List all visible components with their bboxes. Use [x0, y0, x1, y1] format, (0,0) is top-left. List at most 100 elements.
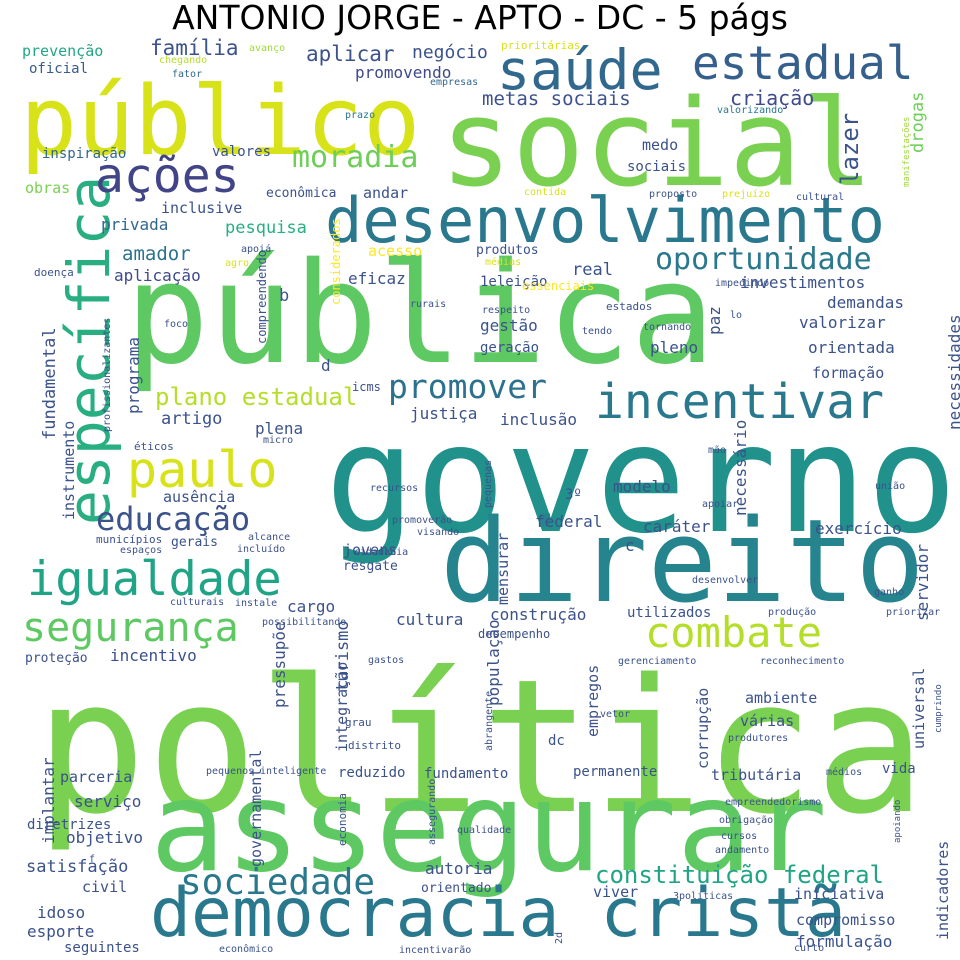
- word-justica: justiça: [410, 404, 478, 423]
- word-andar: andar: [363, 184, 409, 202]
- word-protecao: proteção: [25, 651, 88, 666]
- word-governamental: governamental: [247, 749, 265, 867]
- word-plano-estadual: plano estadual: [155, 383, 358, 411]
- word-publico: público: [20, 67, 421, 177]
- word-esporte: esporte: [27, 922, 95, 941]
- word-aplicacao: aplicação: [114, 266, 201, 285]
- word-democracia-crista: democracia cristã: [150, 874, 846, 953]
- word-lo: lo: [730, 310, 743, 321]
- word-seguranca: segurança: [22, 605, 239, 651]
- word-chegando: chegando: [159, 55, 208, 66]
- word-mensurar: mensurar: [494, 532, 512, 605]
- word-andamento: andamento: [715, 845, 770, 856]
- word-oficial: oficial: [29, 61, 89, 77]
- word-ganho: ganho: [874, 587, 905, 598]
- word-instrumento: instrumento: [60, 420, 78, 520]
- word-permanente: permanente: [573, 764, 658, 780]
- word-gerais: gerais: [171, 535, 218, 550]
- word-recursos: recursos: [370, 483, 419, 494]
- word-inclusive: inclusive: [161, 199, 243, 217]
- word-privada: privada: [101, 215, 169, 234]
- word-autoria: autoria: [425, 859, 493, 878]
- word-estadual: estadual: [692, 36, 914, 90]
- word-combate: combate: [645, 608, 823, 657]
- word-obrigacao: obrigação: [719, 815, 774, 826]
- word-empregos: empregos: [584, 664, 602, 737]
- word-doenca: doença: [34, 266, 74, 279]
- word-formulacao: formulação: [796, 932, 893, 951]
- word-valorizando: valorizando: [717, 105, 784, 116]
- word-orientada: orientada: [808, 338, 895, 357]
- word-necessidades: necessidades: [945, 314, 960, 430]
- word-jovens: jovens: [343, 541, 398, 559]
- word-cultura: cultura: [396, 610, 464, 629]
- word-lazer: lazer: [836, 112, 864, 185]
- word-icms: icms: [352, 380, 381, 394]
- word-economia: economia: [336, 793, 349, 846]
- word-desenvolvimento: desenvolvimento: [325, 184, 885, 257]
- word-medo: medo: [642, 136, 679, 154]
- word-1eleicao: 1eleição: [480, 274, 548, 290]
- word-objetivo: objetivo: [66, 828, 144, 847]
- word-direito: direito: [440, 495, 925, 629]
- word-incentivar: incentivar: [595, 374, 884, 430]
- word-drogas: drogas: [908, 91, 928, 153]
- word-avanco: avanço: [249, 43, 286, 54]
- word-metas-sociais: metas sociais: [482, 88, 631, 110]
- word-mao: mão: [708, 445, 727, 456]
- word-valores: valores: [212, 144, 272, 160]
- word-inteligente: inteligente: [260, 766, 327, 777]
- word-priorizar: priorizar: [886, 607, 941, 618]
- word-paz: paz: [705, 306, 724, 335]
- word-empresas: empresas: [430, 77, 479, 88]
- word-incentivo: incentivo: [110, 646, 197, 665]
- word-qualidade: qualidade: [457, 825, 512, 836]
- word-c: c: [625, 536, 635, 555]
- word-artigo: artigo: [161, 409, 223, 429]
- word-grau: grau: [345, 716, 372, 729]
- word-reduzido: reduzido: [338, 765, 406, 781]
- word-acesso: acesso: [368, 242, 423, 260]
- word-acoes: ações: [95, 148, 240, 204]
- word-culturais: culturais: [170, 597, 225, 608]
- word-paulo: paulo: [127, 441, 278, 499]
- word-amador: amador: [122, 243, 191, 265]
- word-tendo: tendo: [582, 326, 613, 337]
- word-gestao: gestão: [480, 316, 538, 335]
- word-servico: serviço: [74, 792, 142, 811]
- word-incentivarao: incentivarão: [399, 945, 472, 956]
- word-estados: estados: [606, 300, 653, 313]
- word-curto: curto: [794, 943, 825, 954]
- word-tributaria: tributária: [711, 766, 802, 784]
- word-viver: viver: [593, 883, 639, 901]
- word-carater: caráter: [643, 517, 711, 536]
- word-visando: visando: [417, 527, 460, 538]
- word-inspiracao: inspiração: [42, 146, 127, 162]
- word-ambiente: ambiente: [745, 689, 818, 707]
- word-compreendendo: compreendendo: [255, 250, 269, 344]
- word-federal: federal: [535, 512, 603, 531]
- word-medias: médias: [485, 257, 522, 268]
- word-empreendedorismo: empreendedorismo: [725, 797, 822, 808]
- word-constituicao-federal: constituição federal: [595, 861, 884, 889]
- word-eticos: éticos: [134, 440, 174, 453]
- word-fator: fator: [172, 69, 203, 80]
- word-producao: produção: [768, 607, 817, 618]
- word-respeito: respeito: [482, 305, 531, 316]
- word-criacao: criação: [730, 86, 815, 110]
- word-economico: econômico: [219, 944, 274, 955]
- word-proposto: proposto: [649, 189, 698, 200]
- word-instale: instale: [235, 598, 278, 609]
- word-tornando: tornando: [643, 322, 692, 333]
- word-pequenos: pequenos: [206, 766, 255, 777]
- word-apoia: apoiá: [241, 244, 272, 255]
- word-real: real: [572, 260, 613, 280]
- word-uniao: união: [875, 481, 906, 492]
- word-produtos: produtos: [476, 243, 539, 258]
- word-valorizar: valorizar: [799, 313, 886, 332]
- word-familia: família: [150, 36, 239, 60]
- word-compromisso: compromisso: [796, 911, 896, 929]
- word-parceria: parceria: [60, 768, 133, 786]
- word-formacao: formação: [812, 364, 885, 382]
- word-politica: política: [35, 639, 927, 855]
